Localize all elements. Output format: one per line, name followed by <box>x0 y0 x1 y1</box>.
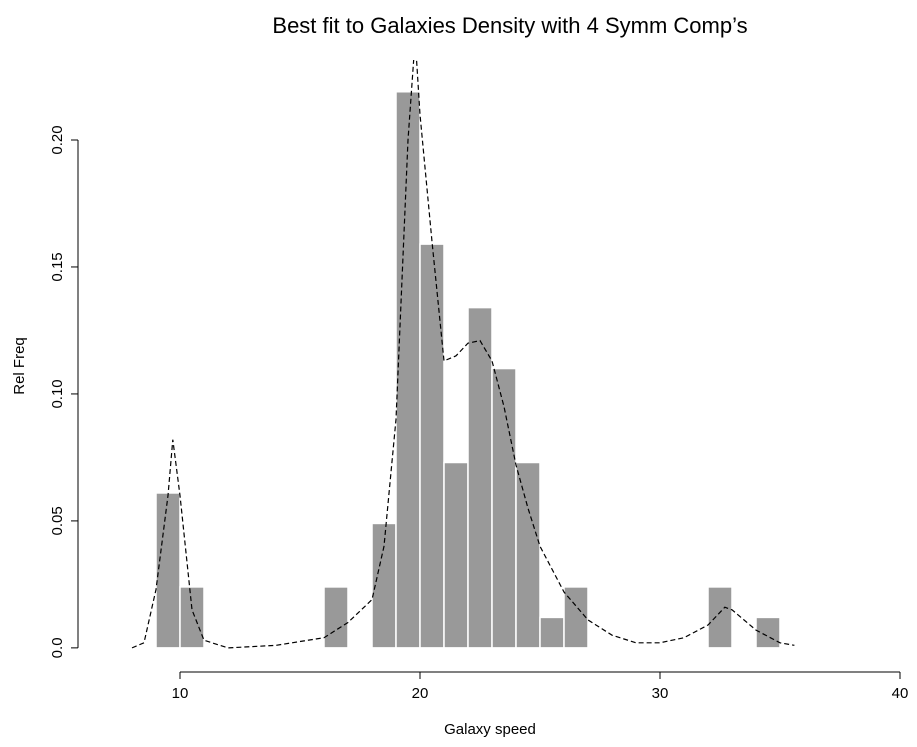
bar <box>395 90 421 649</box>
y-tick-label: 0.0 <box>49 637 66 658</box>
x-tick-label: 30 <box>652 685 669 702</box>
bar <box>515 461 541 649</box>
bar <box>155 492 181 649</box>
bar <box>755 616 781 649</box>
bar <box>323 586 349 649</box>
bar <box>419 243 445 649</box>
density-line <box>131 60 795 649</box>
bar <box>467 306 493 649</box>
y-tick-label: 0.05 <box>49 506 66 535</box>
bar <box>179 586 205 649</box>
x-tick-label: 10 <box>172 685 189 702</box>
x-tick-label: 20 <box>412 685 429 702</box>
y-axis-label: Rel Freq <box>11 337 28 395</box>
y-tick-label: 0.15 <box>49 252 66 281</box>
x-tick-label: 40 <box>892 685 909 702</box>
y-tick-label: 0.10 <box>49 379 66 408</box>
bar <box>443 461 469 649</box>
bar <box>371 522 397 649</box>
bar <box>539 616 565 649</box>
bar <box>707 586 733 649</box>
bar <box>491 367 517 649</box>
chart-title: Best fit to Galaxies Density with 4 Symm… <box>272 13 747 38</box>
x-axis-label: Galaxy speed <box>444 721 536 738</box>
y-tick-label: 0.20 <box>49 125 66 154</box>
plot-area <box>131 60 795 649</box>
